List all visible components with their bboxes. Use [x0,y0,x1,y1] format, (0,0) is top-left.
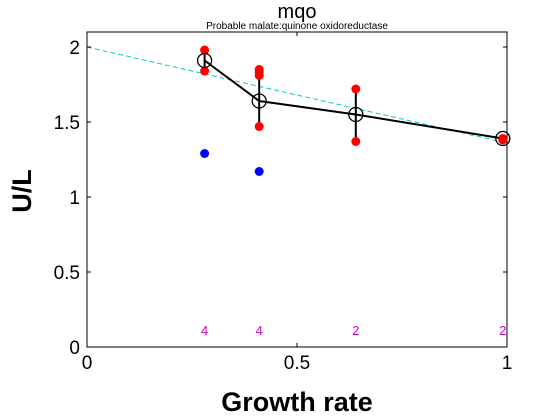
sample-count-3: 2 [499,323,506,338]
replicate-point-7 [351,137,361,146]
mean-layer [203,50,504,142]
replicate-point-9 [498,135,508,145]
y-tick-label-2: 1 [69,188,80,209]
sample-count-2: 2 [352,323,359,338]
plot-area [86,31,508,348]
x-tick-label-1: 0.5 [284,353,310,374]
replicate-point-5 [254,122,264,131]
x-axis-label: Growth rate [221,387,373,417]
tick-layer: 0 0.5 1 0 0.5 1 1.5 2 [54,32,513,374]
x-tick-label-2: 1 [502,353,513,374]
replicate-point-6 [351,84,361,94]
sample-count-1: 4 [256,323,263,338]
mean-point-3 [495,130,511,147]
y-tick-label-0: 0 [69,338,80,359]
outlier-point-1 [254,167,264,176]
replicate-point-1 [200,66,210,76]
replicate-point-4 [254,71,264,80]
mean-line [204,59,503,140]
mean-point-0 [196,52,213,69]
chart-title: mqo [278,1,317,23]
x-tick-label-0: 0 [82,353,93,374]
y-tick-label-3: 1.5 [54,113,80,134]
chart-subtitle: Probable malate:quinone oxidoreductase [206,21,388,32]
replicate-point-0 [200,45,210,55]
point-layer [196,45,511,176]
outlier-point-0 [200,149,210,158]
count-layer: 4 4 2 2 [201,323,506,338]
y-tick-label-4: 2 [69,38,80,59]
y-tick-label-1: 0.5 [54,263,80,284]
mean-point-1 [251,93,267,109]
y-axis-label: U/L [7,169,37,213]
sample-count-0: 4 [201,323,208,338]
mean-point-2 [348,106,364,123]
